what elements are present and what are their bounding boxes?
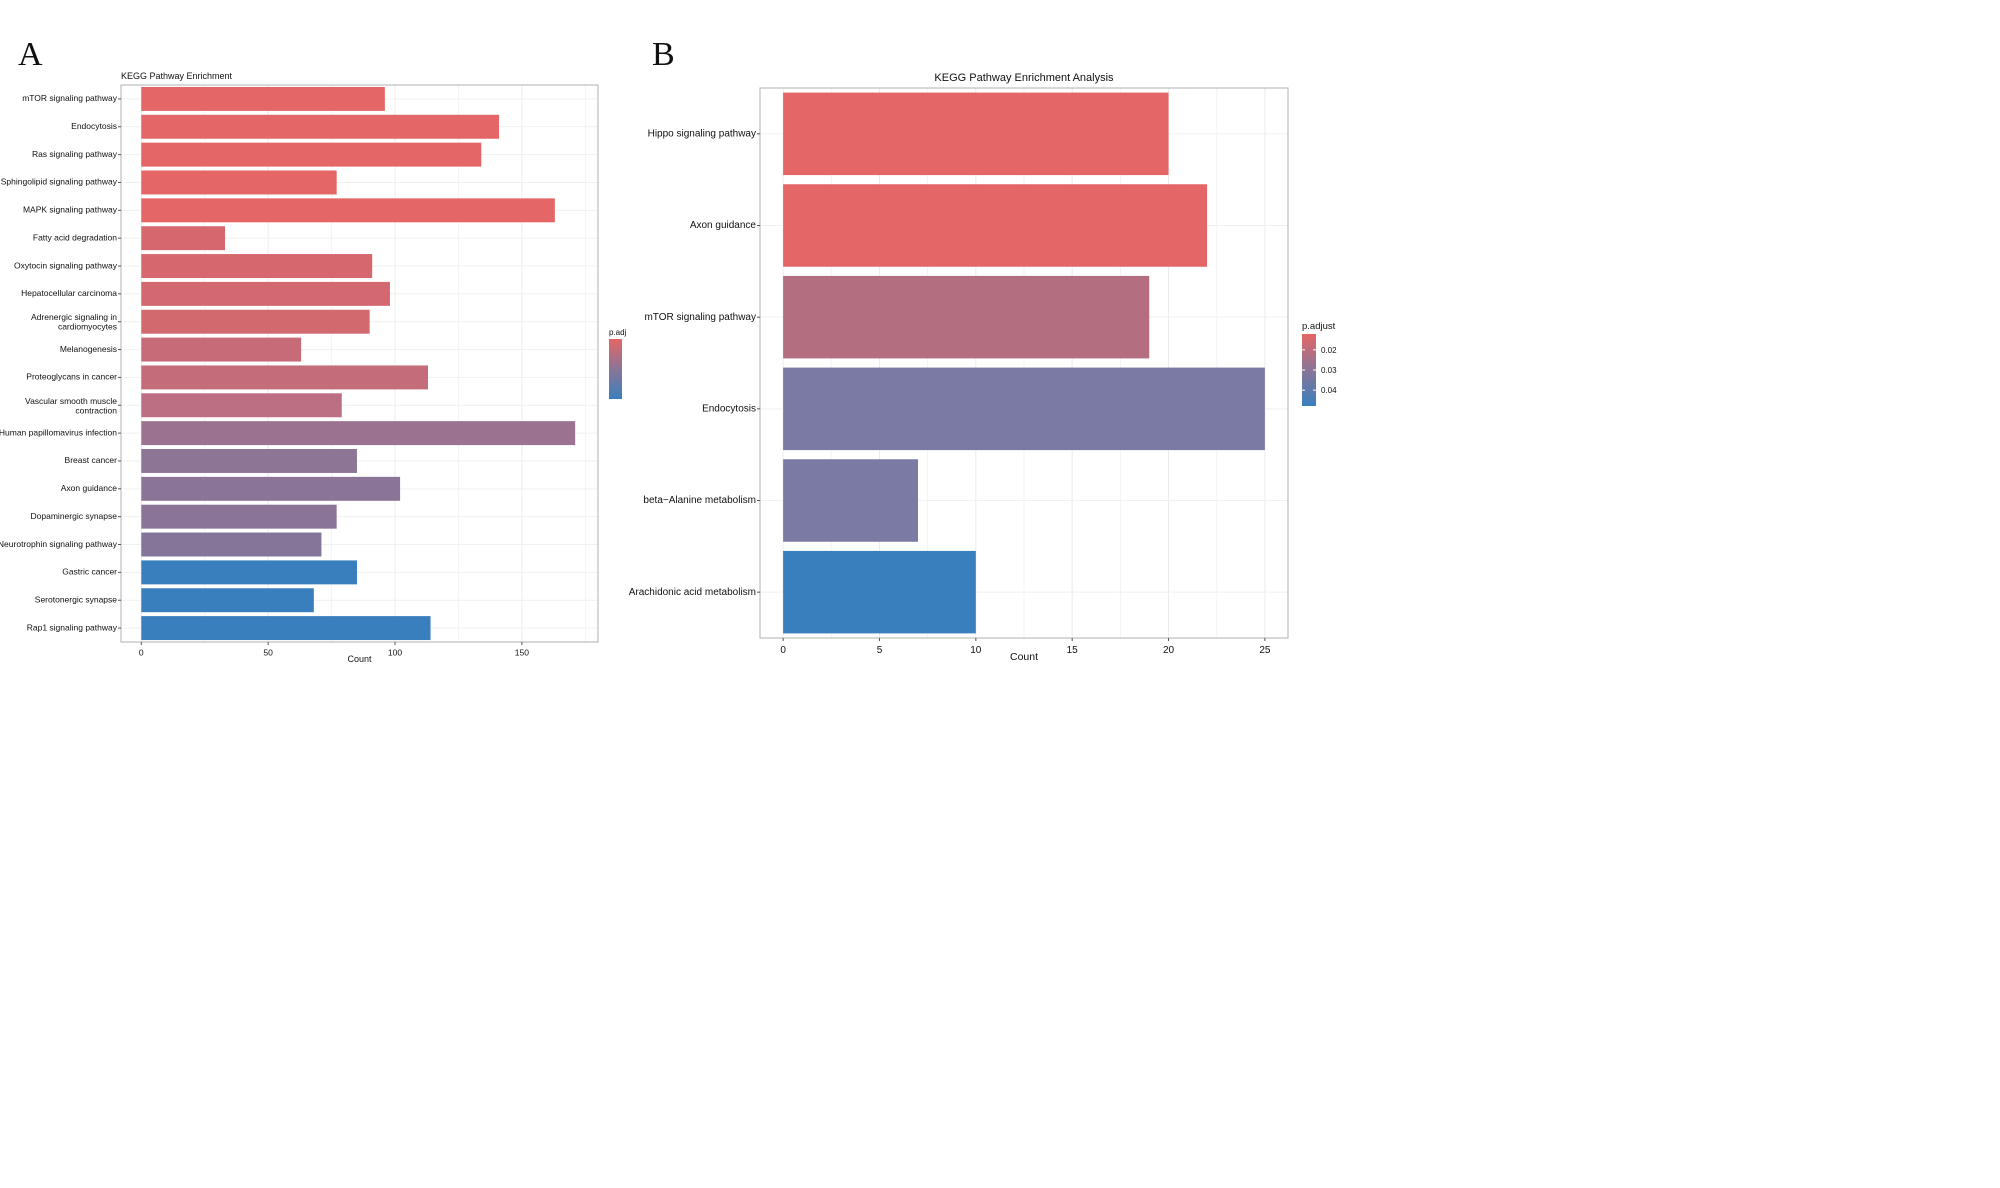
legend-tick-label: 0.04	[1321, 386, 1337, 395]
bar	[141, 532, 322, 557]
x-tick-label: 50	[263, 648, 273, 658]
x-axis-label: Count	[1010, 651, 1038, 663]
x-axis-label: Count	[347, 654, 372, 664]
bar	[141, 476, 401, 501]
category-label: Hippo signaling pathway	[648, 128, 756, 139]
plot-frame	[759, 87, 1289, 639]
x-tick-label: 0	[780, 645, 786, 656]
bar	[141, 114, 500, 139]
category-label: Axon guidance	[690, 220, 757, 231]
category-label: Adrenergic signaling in cardiomyocytesAdr…	[31, 312, 117, 332]
bar	[783, 275, 1150, 359]
chart-a: mTOR signaling pathway Endocytosis Ras sig…	[0, 71, 627, 664]
chart-title: KEGG Pathway Enrichment	[121, 71, 233, 81]
category-label: Arachidonic acid metabolism	[629, 587, 756, 598]
category-label: Human papillomavirus infection	[0, 427, 117, 437]
bar	[141, 254, 373, 279]
bar	[783, 367, 1265, 451]
bar	[141, 560, 357, 585]
x-tick-label: 20	[1163, 645, 1175, 656]
category-label: Fatty acid degradation	[33, 232, 117, 242]
bar	[141, 281, 390, 306]
category-label: mTOR signaling pathway	[644, 312, 756, 323]
plot-frame	[120, 84, 599, 643]
legend-colorbar	[609, 339, 622, 399]
category-label: Endocytosis	[702, 403, 756, 414]
bar	[141, 616, 431, 641]
bar	[141, 504, 337, 529]
category-label: Rap1 signaling pathway	[27, 622, 118, 632]
bar	[141, 421, 576, 446]
category-label: Oxytocin signaling pathway	[14, 260, 118, 270]
category-label-line: cardiomyocytes	[58, 322, 117, 332]
bar	[141, 226, 226, 251]
category-label: Endocytosis	[71, 121, 117, 131]
category-label: mTOR signaling pathway	[22, 93, 118, 103]
bar	[141, 142, 482, 167]
category-label: Breast cancer	[65, 455, 118, 465]
x-tick-label: 15	[1067, 645, 1079, 656]
category-label: Dopaminergic synapse	[31, 511, 118, 521]
bar	[141, 198, 555, 223]
panel-letter-a: A	[18, 36, 43, 73]
category-label: beta−Alanine metabolism	[643, 495, 756, 506]
chart-b: Hippo signaling pathway Axon guidance mTOR…	[629, 72, 1337, 663]
category-label: Serotonergic synapse	[35, 594, 117, 604]
category-label: Melanogenesis	[60, 344, 117, 354]
bar	[141, 365, 429, 390]
category-label: Axon guidance	[61, 483, 118, 493]
x-tick-label: 150	[515, 648, 529, 658]
bar	[141, 170, 337, 195]
legend-tick-label: 0.02	[1321, 346, 1337, 355]
bar	[783, 184, 1208, 267]
category-label: Proteoglycans in cancer	[26, 372, 117, 382]
category-label-line: Adrenergic signaling in	[31, 312, 117, 322]
bar	[783, 550, 976, 634]
category-label: Sphingolipid signaling pathway	[1, 177, 118, 187]
panel-letter-b: B	[652, 36, 675, 73]
legend-colorbar	[1302, 334, 1316, 406]
category-label: MAPK signaling pathway	[23, 205, 118, 215]
x-tick-label: 25	[1259, 645, 1271, 656]
bar	[141, 448, 357, 473]
bar	[141, 86, 385, 111]
category-label-line: Vascular smooth muscle	[25, 396, 117, 406]
bar	[141, 588, 314, 613]
category-label: Ras signaling pathway	[32, 149, 118, 159]
category-label: Vascular smooth muscle contractionVascula…	[25, 396, 117, 416]
bar	[141, 337, 302, 362]
category-label-line: contraction	[75, 405, 117, 415]
x-tick-label: 10	[970, 645, 982, 656]
category-label: Hepatocellular carcinoma	[21, 288, 117, 298]
legend-title: p.adj	[609, 328, 627, 337]
x-tick-label: 0	[139, 648, 144, 658]
x-tick-label: 100	[388, 648, 402, 658]
bar	[783, 92, 1169, 176]
bar	[141, 309, 370, 334]
chart-title: KEGG Pathway Enrichment Analysis	[934, 72, 1114, 84]
plot-background	[121, 85, 598, 642]
legend-tick-label: 0.03	[1321, 366, 1337, 375]
x-tick-label: 5	[877, 645, 883, 656]
category-label: Neurotrophin signaling pathway	[0, 539, 118, 549]
category-label: Gastric cancer	[62, 567, 117, 577]
bar	[783, 459, 919, 542]
bar	[141, 393, 342, 418]
legend-title: p.adjust	[1302, 321, 1336, 332]
